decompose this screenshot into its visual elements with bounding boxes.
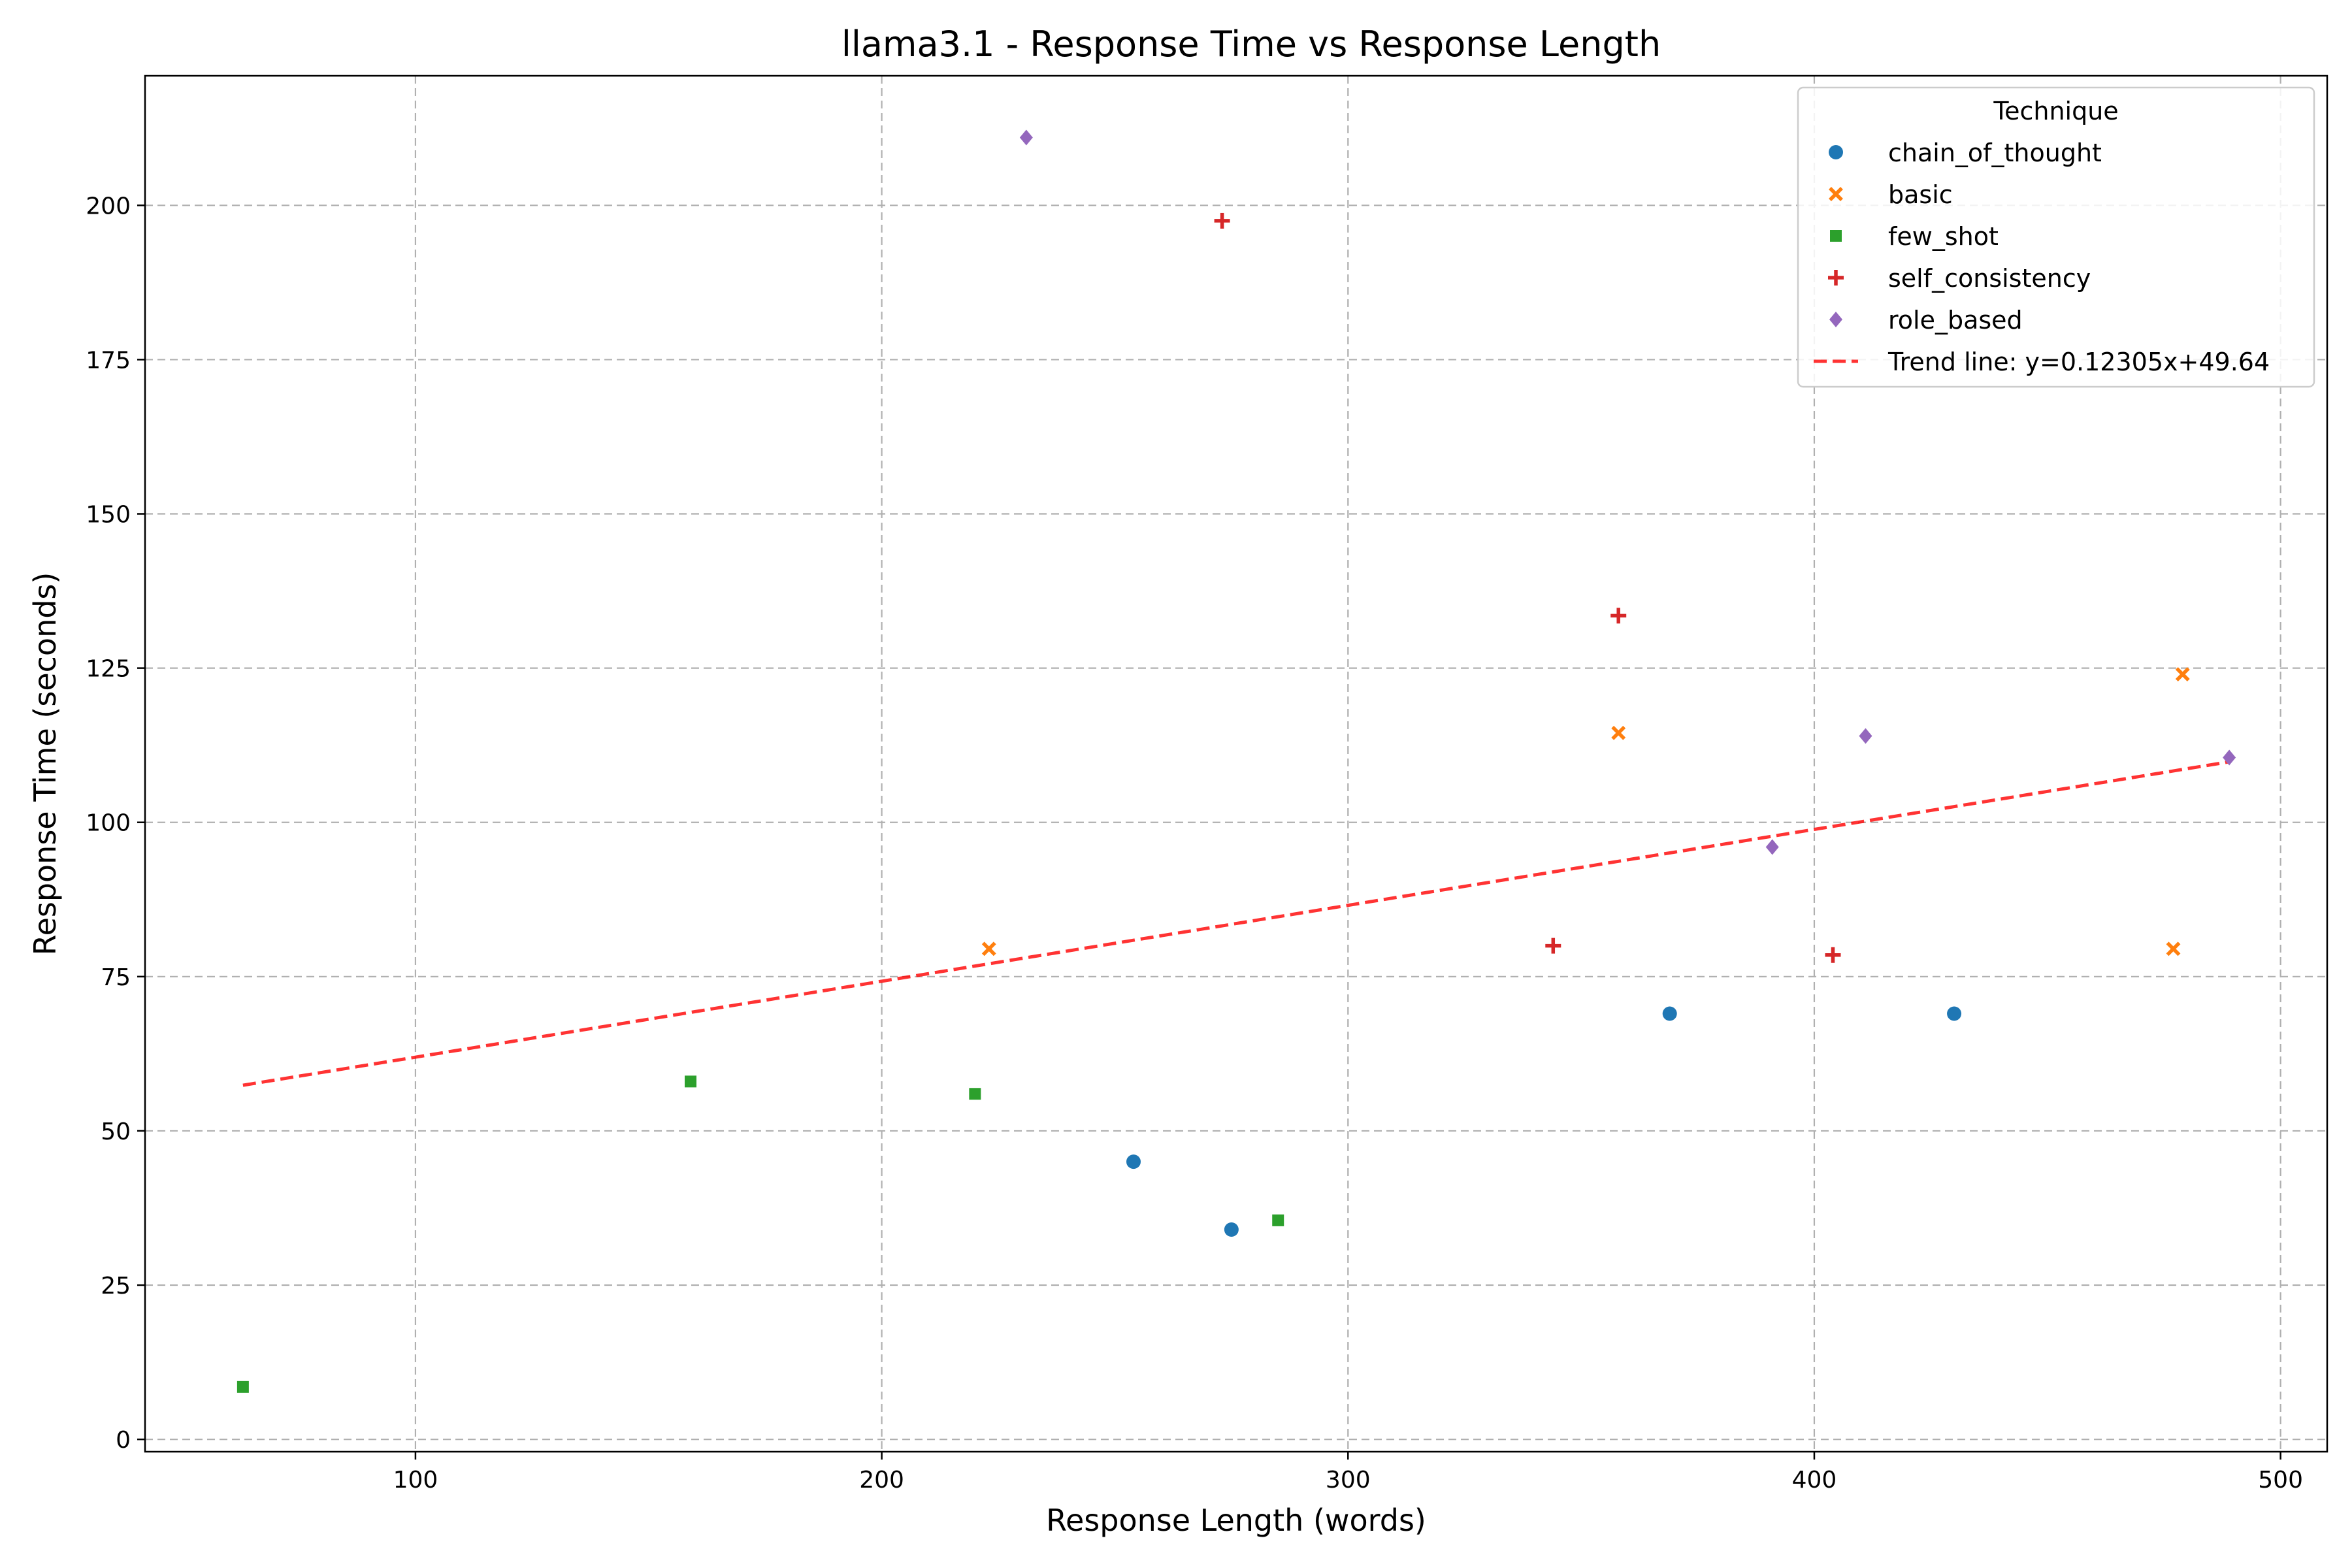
data-point-self-consistency — [1825, 947, 1841, 963]
data-point-role-based — [1859, 728, 1872, 744]
y-axis: 0 25 50 75 100 125 150 175 200 — [86, 193, 145, 1454]
data-point-basic — [2175, 667, 2190, 682]
legend-label: Trend line: y=0.12305x+49.64 — [1887, 348, 2270, 376]
y-tick-label: 0 — [116, 1427, 131, 1454]
legend-marker — [1829, 187, 1843, 201]
legend-item-chain-of-thought: chain_of_thought — [1829, 139, 2102, 167]
data-point-few-shot — [969, 1088, 981, 1100]
x-tick-label: 100 — [393, 1467, 438, 1494]
y-tick-label: 50 — [101, 1119, 131, 1145]
y-tick-label: 100 — [86, 810, 131, 837]
data-point-basic — [2166, 941, 2181, 956]
data-point-chain-of-thought — [1947, 1006, 1962, 1021]
legend-item-role-based: role_based — [1829, 306, 2023, 335]
legend-item-trend-line: Trend line: y=0.12305x+49.64 — [1814, 348, 2270, 376]
legend-label: self_consistency — [1888, 264, 2091, 293]
legend-label: few_shot — [1888, 222, 1999, 251]
data-point-chain-of-thought — [1224, 1222, 1239, 1237]
legend-marker — [1830, 230, 1842, 242]
x-tick-label: 200 — [859, 1467, 904, 1494]
y-tick-label: 150 — [86, 502, 131, 529]
y-tick-label: 175 — [86, 347, 131, 374]
data-point-self-consistency — [1610, 608, 1627, 624]
data-point-chain-of-thought — [1126, 1154, 1141, 1169]
data-point-role-based — [2223, 749, 2236, 766]
trend-line — [242, 760, 2230, 1087]
data-points — [237, 129, 2236, 1393]
x-tick-label: 400 — [1792, 1467, 1837, 1494]
legend-label: chain_of_thought — [1888, 139, 2102, 167]
x-axis: 100 200 300 400 500 — [393, 1452, 2303, 1494]
x-tick-label: 500 — [2258, 1467, 2303, 1494]
legend-item-self-consistency: self_consistency — [1828, 264, 2091, 293]
legend-item-few-shot: few_shot — [1830, 222, 1999, 251]
plot-frame — [144, 74, 2328, 1453]
data-point-few-shot — [237, 1380, 249, 1393]
data-point-role-based — [1019, 129, 1033, 146]
data-point-self-consistency — [1545, 938, 1561, 954]
data-point-chain-of-thought — [1662, 1006, 1677, 1021]
data-point-few-shot — [685, 1075, 696, 1088]
legend-marker — [1828, 270, 1844, 286]
y-tick-label: 200 — [86, 193, 131, 220]
x-axis-label: Response Length (words) — [1046, 1503, 1426, 1538]
legend-box — [1797, 86, 2315, 388]
y-tick-label: 75 — [101, 964, 131, 991]
y-tick-label: 125 — [86, 656, 131, 683]
trend-line-layer — [242, 760, 2230, 1087]
legend-item-basic: basic — [1829, 180, 1953, 209]
legend-marker — [1829, 145, 1843, 159]
legend-marker — [1829, 312, 1842, 327]
legend-label: role_based — [1888, 306, 2023, 335]
x-tick-label: 300 — [1326, 1467, 1371, 1494]
data-point-self-consistency — [1214, 212, 1230, 229]
data-point-basic — [1611, 725, 1626, 740]
y-tick-label: 25 — [101, 1273, 131, 1299]
data-point-role-based — [1765, 839, 1779, 855]
data-point-few-shot — [1272, 1214, 1284, 1226]
y-axis-label: Response Time (seconds) — [27, 572, 63, 956]
legend-label: basic — [1888, 180, 1953, 209]
legend-title: Technique — [1993, 97, 2118, 125]
data-point-basic — [981, 941, 996, 956]
chart-title: llama3.1 - Response Time vs Response Len… — [841, 24, 1661, 65]
